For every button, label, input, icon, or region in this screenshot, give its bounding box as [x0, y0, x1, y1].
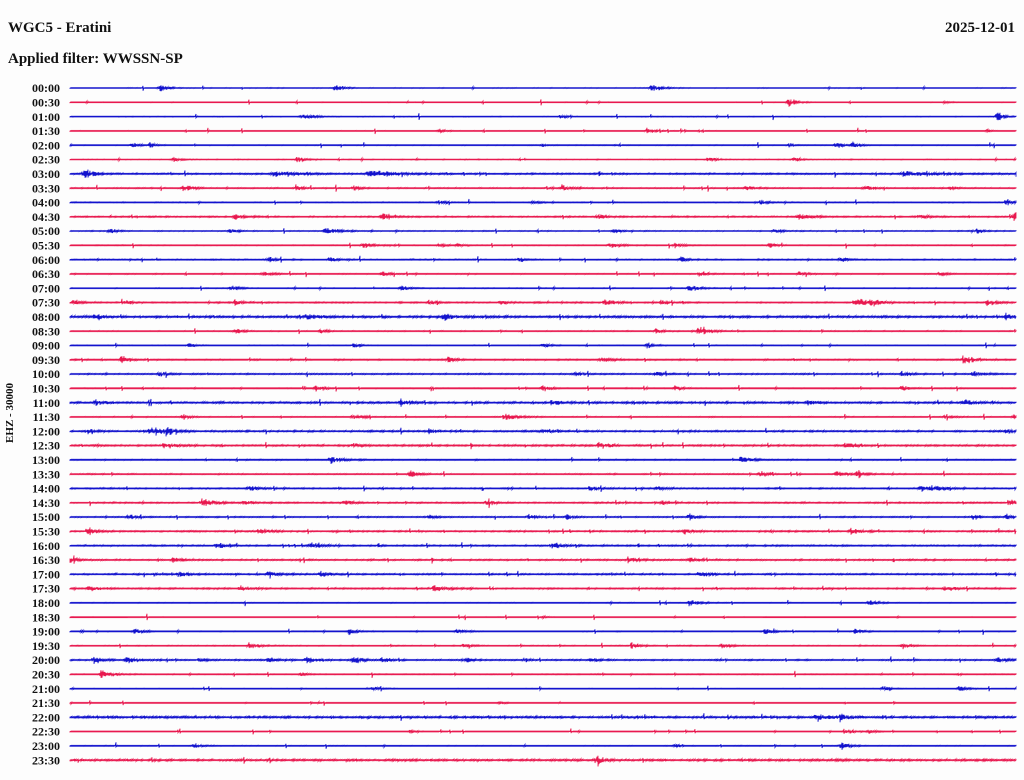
time-label-13:00: 13:00 — [32, 453, 60, 467]
time-label-14:30: 14:30 — [32, 496, 60, 510]
time-label-11:00: 11:00 — [33, 396, 60, 410]
time-label-04:30: 04:30 — [32, 210, 60, 224]
time-label-15:00: 15:00 — [32, 510, 60, 524]
time-label-17:00: 17:00 — [32, 567, 60, 581]
time-label-17:30: 17:30 — [32, 582, 60, 596]
time-label-23:00: 23:00 — [32, 739, 60, 753]
time-label-07:00: 07:00 — [32, 281, 60, 295]
time-label-16:30: 16:30 — [32, 553, 60, 567]
time-label-02:30: 02:30 — [32, 153, 60, 167]
trace-row-23:30 — [69, 755, 1017, 767]
time-label-01:00: 01:00 — [32, 110, 60, 124]
time-label-20:00: 20:00 — [32, 653, 60, 667]
time-label-02:00: 02:00 — [32, 138, 60, 152]
time-label-22:30: 22:30 — [32, 725, 60, 739]
time-label-00:30: 00:30 — [32, 96, 60, 110]
time-label-07:30: 07:30 — [32, 296, 60, 310]
time-label-06:00: 06:00 — [32, 253, 60, 267]
time-label-22:00: 22:00 — [32, 710, 60, 724]
time-label-12:00: 12:00 — [32, 424, 60, 438]
time-label-05:30: 05:30 — [32, 239, 60, 253]
time-label-10:00: 10:00 — [32, 367, 60, 381]
date-label: 2025-12-01 — [945, 20, 1015, 36]
time-label-08:30: 08:30 — [32, 324, 60, 338]
time-label-21:00: 21:00 — [32, 682, 60, 696]
time-label-12:30: 12:30 — [32, 439, 60, 453]
time-label-19:30: 19:30 — [32, 639, 60, 653]
time-label-03:30: 03:30 — [32, 181, 60, 195]
time-label-14:00: 14:00 — [32, 482, 60, 496]
trace-row-00:30 — [69, 99, 1017, 107]
filter-label: Applied filter: WWSSN-SP — [8, 51, 183, 67]
time-label-15:30: 15:30 — [32, 525, 60, 539]
time-label-16:00: 16:00 — [32, 539, 60, 553]
time-label-09:00: 09:00 — [32, 339, 60, 353]
time-label-18:00: 18:00 — [32, 596, 60, 610]
time-label-23:30: 23:30 — [32, 753, 60, 767]
time-label-19:00: 19:00 — [32, 625, 60, 639]
time-label-10:30: 10:30 — [32, 382, 60, 396]
time-label-11:30: 11:30 — [33, 410, 60, 424]
time-label-13:30: 13:30 — [32, 467, 60, 481]
time-label-06:30: 06:30 — [32, 267, 60, 281]
time-label-01:30: 01:30 — [32, 124, 60, 138]
time-label-03:00: 03:00 — [32, 167, 60, 181]
time-label-08:00: 08:00 — [32, 310, 60, 324]
trace-row-12:00 — [69, 427, 1017, 437]
time-label-18:30: 18:30 — [32, 610, 60, 624]
time-label-09:30: 09:30 — [32, 353, 60, 367]
station-title: WGC5 - Eratini — [8, 20, 112, 36]
time-label-05:00: 05:00 — [32, 224, 60, 238]
time-label-21:30: 21:30 — [32, 696, 60, 710]
trace-row-08:30 — [69, 326, 1017, 335]
time-label-20:30: 20:30 — [32, 668, 60, 682]
time-label-00:00: 00:00 — [32, 81, 60, 95]
time-label-04:00: 04:00 — [32, 196, 60, 210]
trace-row-22:00 — [69, 713, 1017, 723]
